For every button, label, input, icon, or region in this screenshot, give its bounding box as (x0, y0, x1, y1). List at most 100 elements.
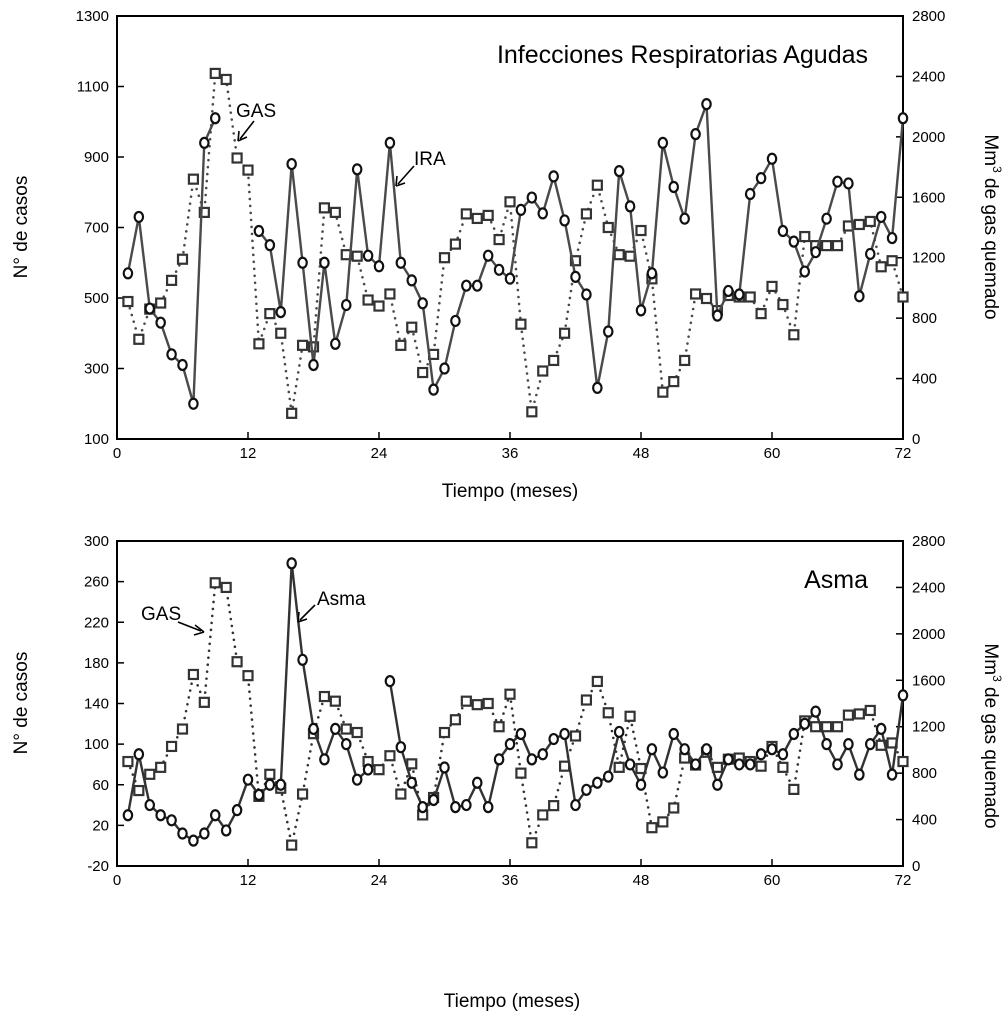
asma-gas-point (897, 755, 909, 768)
asma-asma-point (875, 722, 887, 735)
ira-ira-point (843, 177, 854, 190)
asma-asma-point (843, 738, 854, 751)
asma-asma-point (548, 732, 559, 746)
ira-ira-point (864, 247, 876, 261)
ira-gas-point (384, 288, 396, 300)
asma-gas-point (591, 675, 603, 688)
asma-series-asma-line (126, 562, 905, 842)
ira-gas-point (831, 240, 844, 252)
asma-asma-point (744, 758, 756, 771)
ira-gas-point (296, 339, 309, 351)
asma-chart: 0 12 24 36 48 60 72 -202060100140180220260300 … (11, 533, 1004, 1012)
asma-asma-point (635, 778, 647, 791)
asma-y2-tick-label: 1600 (912, 672, 945, 689)
asma-gas-point (515, 767, 527, 779)
asma-gas-point (351, 726, 363, 739)
ira-y-tick-label: 100 (84, 431, 109, 448)
ira-ira-point (450, 314, 461, 328)
ira-y-tick-label: 700 (84, 220, 109, 237)
asma-x-ticks: 0 12 24 36 48 60 72 (113, 859, 912, 889)
ira-ira-point (668, 180, 680, 194)
ira-gas-point (558, 327, 571, 339)
ira-ira-point (253, 224, 265, 238)
ira-ira-point (537, 207, 549, 220)
asma-asma-point (723, 753, 734, 766)
ira-ira-point (493, 263, 505, 276)
ira-gas-point (395, 339, 407, 351)
asma-asma-point (766, 743, 778, 756)
ira-ira-point (395, 256, 407, 269)
ira-series-ira-line (126, 102, 905, 405)
asma-gas-point (373, 764, 385, 776)
asma-series-gas-line (126, 580, 905, 848)
ira-annotation-gas: GAS (236, 101, 276, 122)
ira-ira-point (897, 112, 909, 125)
asma-asma-point (231, 804, 243, 817)
asma-gas-point (668, 802, 680, 814)
ira-gas-point (602, 221, 614, 234)
ira-gas-point (482, 209, 494, 222)
ira-gas-point (373, 300, 385, 312)
ira-ira-point (690, 127, 701, 141)
ira-y-tick-label: 900 (84, 149, 109, 166)
asma-gas-point (493, 721, 505, 733)
asma-gas-point (580, 694, 593, 706)
asma-gas-point (602, 707, 614, 719)
ira-ira-point (755, 172, 767, 185)
ira-ira-point (592, 381, 603, 394)
ira-ira-point (406, 274, 418, 287)
asma-y-tick-label: 140 (84, 696, 109, 713)
ira-annotations: GAS IRA (236, 101, 446, 187)
asma-asma-point (581, 783, 592, 796)
asma-gas-point (569, 730, 582, 742)
asma-gas-point (296, 788, 309, 800)
asma-gas-point (286, 839, 298, 851)
asma-x-tick-label: 72 (895, 872, 912, 889)
asma-gas-point (165, 740, 178, 753)
asma-x-tick-label: 48 (633, 872, 650, 889)
asma-gas-point (504, 688, 516, 700)
ira-ira-point (133, 210, 145, 224)
ira-y2-tick-label: 2000 (912, 129, 945, 146)
ira-gas-point (351, 250, 363, 262)
ira-gas-point (449, 238, 462, 250)
ira-ira-point (526, 191, 538, 204)
asma-x-tick-label: 0 (113, 872, 121, 889)
ira-ira-point (188, 397, 199, 410)
asma-asma-point (264, 778, 276, 791)
asma-asma-point (177, 827, 188, 840)
ira-ira-point (482, 249, 494, 262)
asma-gas-point (624, 710, 636, 722)
ira-series-layer (122, 67, 909, 419)
ira-annotation-gas-arrow (239, 120, 255, 140)
ira-y2-tick-label: 1600 (912, 189, 945, 206)
ira-ira-point (428, 383, 439, 396)
ira-gas-point (133, 333, 145, 345)
ira-gas-point (406, 321, 418, 333)
asma-asma-point (482, 800, 494, 814)
ira-ira-point (297, 256, 308, 269)
asma-annotation-gas-arrowhead (193, 624, 205, 636)
asma-gas-point (242, 670, 254, 682)
ira-ira-point (777, 224, 789, 238)
ira-ira-point (635, 304, 647, 317)
ira-gas-point (253, 338, 265, 350)
asma-asma-point (384, 675, 396, 688)
asma-asma-point (275, 778, 287, 791)
ira-ira-point (886, 231, 898, 245)
ira-ira-point (810, 246, 821, 259)
asma-gas-point (864, 704, 876, 717)
ira-y-ticks: 100 300 500 700 900 1100 1300 (76, 8, 124, 448)
ira-chart: 0 12 24 36 48 60 72 100 300 500 700 900 1100 1300 0 4… (11, 8, 1004, 502)
ira-ira-point (712, 309, 723, 322)
asma-y2-axis-label-sup: 3 (990, 675, 1004, 682)
asma-asma-point (592, 776, 603, 789)
asma-x-tick-label: 36 (502, 872, 519, 889)
asma-gas-point (842, 709, 855, 721)
asma-asma-point (559, 727, 570, 741)
asma-asma-point (308, 722, 319, 735)
asma-asma-point (679, 743, 690, 756)
ira-gas-point (242, 164, 254, 176)
ira-y2-tick-label: 1200 (912, 250, 945, 267)
asma-y-tick-label: 180 (84, 655, 109, 672)
